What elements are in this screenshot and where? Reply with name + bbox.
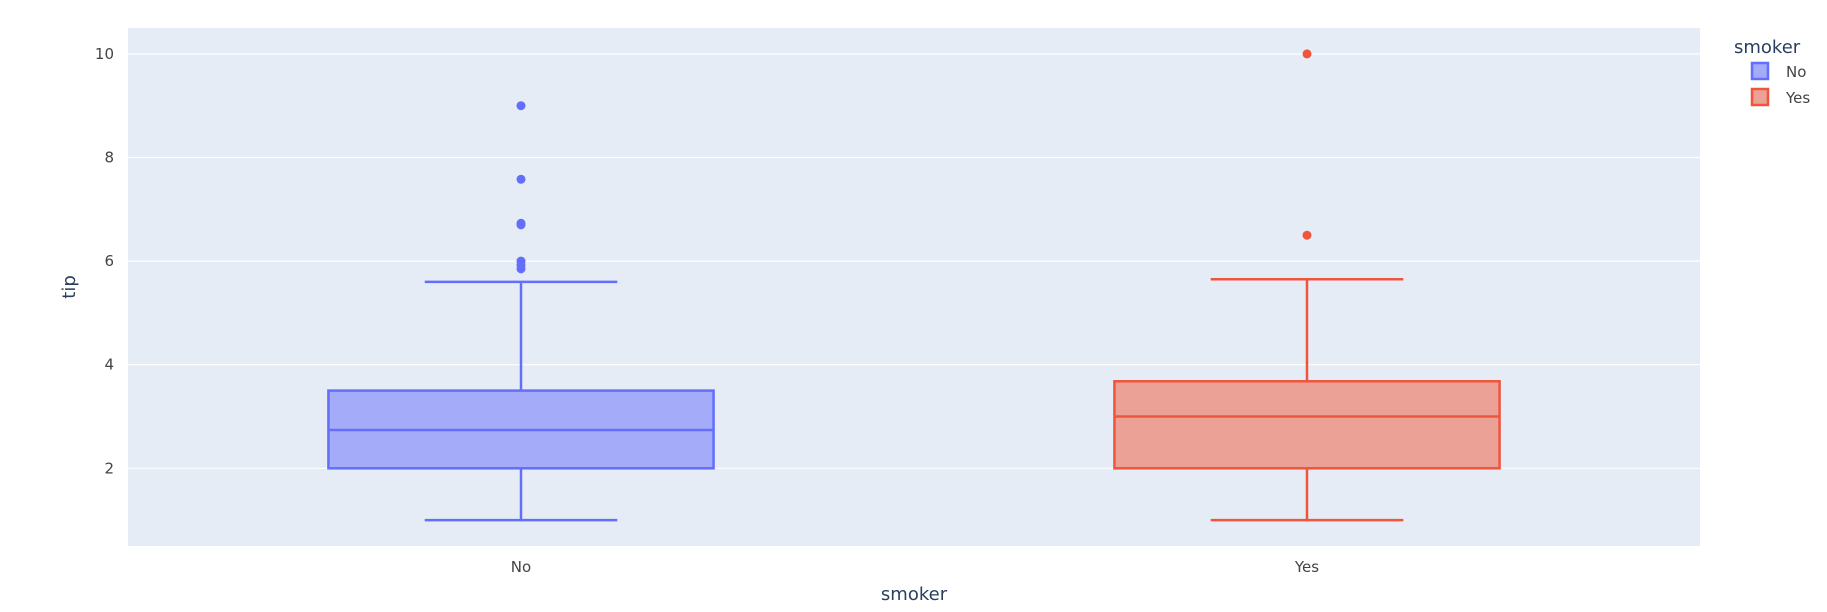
legend-swatch — [1750, 87, 1770, 107]
box-iqr — [1113, 380, 1501, 470]
outlier-point — [516, 264, 526, 274]
legend-item-yes[interactable]: Yes — [1750, 87, 1810, 107]
y-tick-labels: 2 4 6 8 10 — [95, 45, 114, 477]
legend-label: Yes — [1785, 89, 1810, 107]
outlier-point — [516, 174, 526, 184]
legend[interactable]: smoker No Yes — [1734, 37, 1810, 107]
outlier-point — [516, 101, 526, 111]
x-tick-labels: No Yes — [511, 558, 1319, 576]
outlier-point — [516, 220, 526, 230]
y-tick-label: 8 — [104, 149, 114, 167]
y-tick-label: 4 — [104, 356, 114, 374]
legend-label: No — [1786, 63, 1806, 81]
box-traces — [327, 49, 1501, 522]
y-tick-label: 10 — [95, 45, 114, 63]
legend-title: smoker — [1734, 37, 1801, 58]
outlier-point — [1302, 49, 1312, 59]
x-tick-label: No — [511, 558, 531, 576]
box-trace-no — [327, 101, 715, 522]
x-tick-label: Yes — [1294, 558, 1319, 576]
y-tick-label: 6 — [104, 252, 114, 270]
legend-swatch — [1750, 61, 1770, 81]
y-axis-title: tip — [59, 275, 80, 298]
y-tick-label: 2 — [104, 459, 114, 477]
legend-item-no[interactable]: No — [1750, 61, 1806, 81]
outlier-point — [1302, 230, 1312, 240]
box-trace-yes — [1113, 49, 1501, 522]
x-axis-title: smoker — [881, 584, 948, 605]
